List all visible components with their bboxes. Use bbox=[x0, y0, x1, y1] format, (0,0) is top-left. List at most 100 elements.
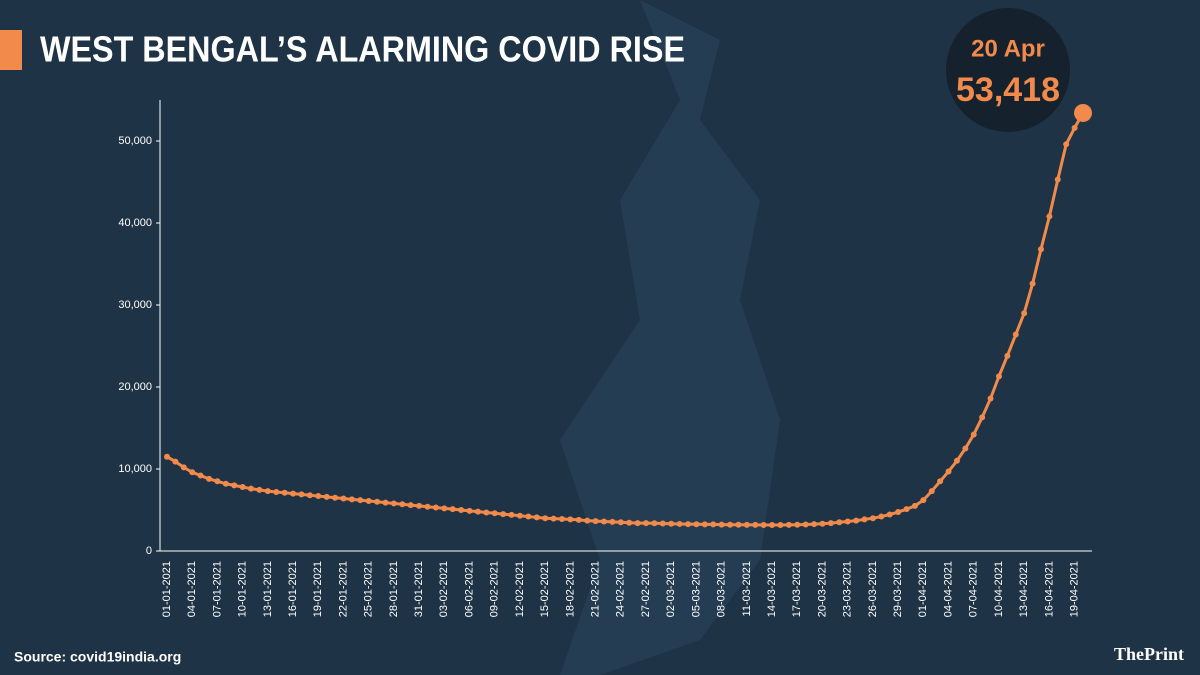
point bbox=[651, 520, 658, 527]
point bbox=[685, 521, 692, 528]
point bbox=[643, 520, 650, 527]
point bbox=[634, 520, 641, 527]
point bbox=[735, 521, 742, 528]
point bbox=[500, 511, 507, 518]
x-tick-label: 26-03-2021 bbox=[867, 561, 879, 617]
point bbox=[197, 472, 204, 479]
point bbox=[298, 491, 305, 498]
x-tick-label: 17-03-2021 bbox=[791, 561, 803, 617]
point bbox=[819, 520, 826, 527]
y-tick-label: 20,000 bbox=[118, 381, 152, 393]
point bbox=[937, 478, 944, 485]
x-tick-label: 13-01-2021 bbox=[262, 561, 274, 617]
point bbox=[315, 493, 322, 500]
point bbox=[306, 492, 313, 499]
point bbox=[474, 508, 481, 515]
point bbox=[407, 502, 414, 509]
point bbox=[390, 500, 397, 507]
x-tick-label: 24-02-2021 bbox=[615, 561, 627, 617]
point bbox=[886, 511, 893, 518]
x-tick-label: 01-01-2021 bbox=[161, 561, 173, 617]
point bbox=[903, 506, 910, 513]
highlight-badge bbox=[946, 8, 1070, 132]
point bbox=[256, 486, 263, 493]
x-tick-label: 18-02-2021 bbox=[564, 561, 576, 617]
x-tick-label: 20-03-2021 bbox=[816, 561, 828, 617]
x-tick-label: 23-03-2021 bbox=[842, 561, 854, 617]
x-tick-label: 19-01-2021 bbox=[312, 561, 324, 617]
point bbox=[1004, 352, 1011, 359]
point bbox=[1046, 213, 1053, 220]
point bbox=[542, 515, 549, 522]
x-tick-label: 02-03-2021 bbox=[665, 561, 677, 617]
point bbox=[516, 512, 523, 519]
x-tick-label: 10-04-2021 bbox=[993, 561, 1005, 617]
x-tick-label: 05-03-2021 bbox=[690, 561, 702, 617]
point bbox=[953, 457, 960, 464]
y-tick-label: 10,000 bbox=[118, 463, 152, 475]
point bbox=[626, 519, 633, 526]
point bbox=[970, 431, 977, 438]
y-tick-label: 0 bbox=[146, 545, 152, 557]
point bbox=[290, 490, 297, 497]
x-tick-label: 28-01-2021 bbox=[388, 561, 400, 617]
point bbox=[374, 498, 381, 505]
point bbox=[332, 494, 339, 501]
highlight-date: 20 Apr bbox=[971, 35, 1045, 62]
point bbox=[441, 505, 448, 512]
point bbox=[600, 518, 607, 525]
point bbox=[911, 502, 918, 509]
point bbox=[264, 488, 271, 495]
point bbox=[710, 521, 717, 528]
point bbox=[811, 521, 818, 528]
x-tick-label: 21-02-2021 bbox=[589, 561, 601, 617]
point bbox=[920, 497, 927, 504]
point bbox=[945, 468, 952, 475]
point bbox=[676, 520, 683, 527]
point bbox=[382, 499, 389, 506]
point bbox=[533, 514, 540, 521]
point bbox=[1037, 246, 1044, 253]
point bbox=[928, 488, 935, 495]
point bbox=[399, 501, 406, 508]
point bbox=[794, 521, 801, 528]
point bbox=[449, 506, 456, 513]
x-tick-label: 08-03-2021 bbox=[716, 561, 728, 617]
point bbox=[466, 507, 473, 514]
point bbox=[491, 510, 498, 517]
point bbox=[752, 521, 759, 528]
x-tick-label: 03-02-2021 bbox=[438, 561, 450, 617]
point bbox=[802, 521, 809, 528]
point bbox=[340, 495, 347, 502]
chart-title: WEST BENGAL’S ALARMING COVID RISE bbox=[40, 29, 685, 70]
x-tick-label: 29-03-2021 bbox=[892, 561, 904, 617]
point bbox=[659, 520, 666, 527]
point bbox=[248, 485, 255, 492]
y-tick-label: 50,000 bbox=[118, 135, 152, 147]
y-tick-label: 30,000 bbox=[118, 299, 152, 311]
point bbox=[550, 515, 557, 522]
point bbox=[525, 513, 532, 520]
highlight-point bbox=[1074, 103, 1092, 122]
x-tick-label: 11-03-2021 bbox=[741, 561, 753, 616]
point bbox=[567, 516, 574, 523]
source: Source: covid19india.org bbox=[14, 649, 181, 665]
point bbox=[214, 478, 221, 485]
point bbox=[668, 520, 675, 527]
x-tick-label: 13-04-2021 bbox=[1018, 561, 1030, 617]
y-tick-label: 40,000 bbox=[118, 217, 152, 229]
point bbox=[844, 518, 851, 525]
x-tick-label: 14-03-2021 bbox=[766, 561, 778, 617]
x-tick-label: 07-01-2021 bbox=[211, 561, 223, 617]
point bbox=[777, 522, 784, 529]
x-tick-label: 09-02-2021 bbox=[489, 561, 501, 617]
x-tick-label: 22-01-2021 bbox=[337, 561, 349, 617]
point bbox=[1054, 176, 1061, 183]
point bbox=[760, 522, 767, 529]
point bbox=[869, 515, 876, 522]
x-tick-label: 04-01-2021 bbox=[186, 561, 198, 617]
point bbox=[483, 509, 490, 516]
point bbox=[222, 480, 229, 487]
point bbox=[979, 414, 986, 421]
